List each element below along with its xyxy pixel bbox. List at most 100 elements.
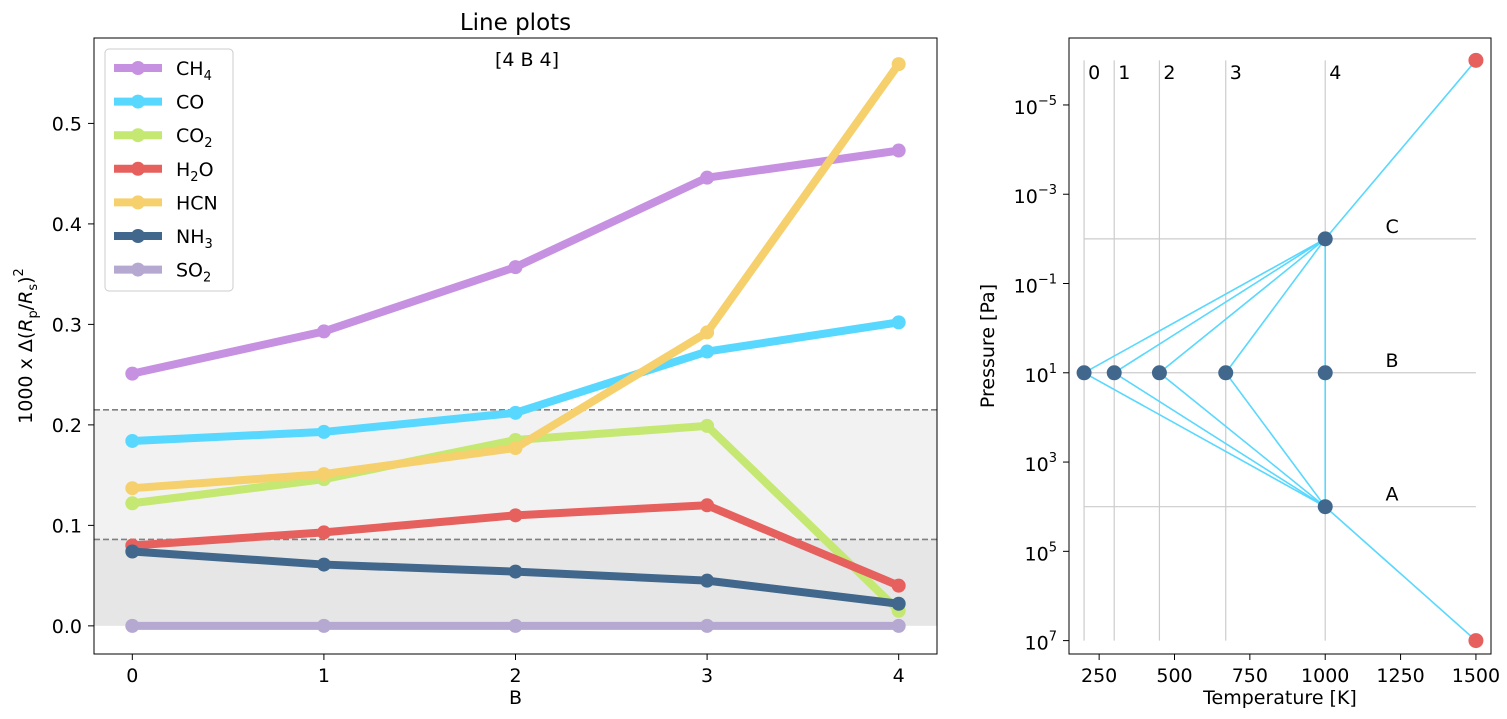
data-point-so2	[508, 618, 523, 633]
y-label-sub: s	[26, 284, 41, 291]
data-point-ch4	[125, 366, 140, 381]
profile-segment	[1113, 372, 1326, 508]
node-point	[1468, 633, 1484, 649]
legend-swatch-marker	[131, 61, 145, 75]
profile-segment	[1158, 238, 1326, 374]
node-point	[1218, 365, 1234, 381]
y-tick-label: 0.3	[52, 314, 82, 336]
x-tick-label: 2	[509, 665, 521, 687]
x-tick-label: 3	[701, 665, 713, 687]
data-point-ch4	[508, 260, 523, 275]
data-point-hcn	[891, 57, 906, 72]
data-point-nh3	[316, 557, 331, 572]
horizontal-guide-label: C	[1386, 216, 1399, 238]
profile-segment	[1113, 238, 1326, 374]
legend-swatch-marker	[131, 161, 145, 176]
tick-base: 10	[1025, 633, 1049, 655]
legend-label-tail: O	[199, 159, 214, 181]
tick-exponent: −3	[1038, 183, 1057, 198]
node-point	[1106, 365, 1122, 381]
data-point-co	[316, 424, 331, 439]
legend-entry-co: CO	[176, 92, 204, 114]
x-tick-label: 1	[318, 665, 330, 687]
data-point-h2o	[508, 508, 523, 523]
vertical-guide-label: 4	[1329, 62, 1341, 84]
data-point-co	[125, 433, 140, 448]
legend-entry-co2: CO2	[176, 125, 213, 151]
tick-exponent: 1	[1049, 362, 1057, 377]
y-tick-label: 0.1	[52, 515, 82, 537]
legend-entry-nh3: NH3	[176, 226, 213, 252]
legend-label: SO	[176, 260, 203, 282]
legend-entry-so2: SO2	[176, 260, 211, 286]
y-tick-label: 0.5	[52, 113, 82, 135]
data-point-hcn	[508, 440, 523, 455]
legend-swatch-marker	[131, 229, 145, 243]
x-tick-label: 500	[1156, 665, 1192, 687]
vertical-guide-label: 2	[1163, 62, 1175, 84]
node-point	[1468, 52, 1484, 68]
legend-label-sub: 2	[203, 271, 211, 286]
legend-label-sub: 2	[204, 136, 212, 151]
y-tick-label: 0.4	[52, 214, 82, 236]
x-tick-label: 750	[1232, 665, 1268, 687]
data-point-hcn	[316, 467, 331, 482]
y-label-rs: R	[15, 291, 37, 304]
y-tick-label: 103	[1025, 451, 1057, 476]
data-point-co2	[700, 418, 715, 433]
y-tick-label: 107	[1025, 630, 1057, 655]
plot-frame	[1068, 37, 1492, 655]
x-tick-label: 4	[893, 665, 905, 687]
node-point	[1317, 231, 1333, 247]
tick-exponent: −1	[1038, 273, 1057, 288]
y-label-rp: R	[15, 319, 37, 332]
x-tick-label: 250	[1081, 665, 1117, 687]
profile-segment	[1324, 506, 1477, 642]
legend-entry-hcn: HCN	[176, 192, 218, 214]
y-tick-label: 0.0	[52, 616, 82, 638]
data-point-co	[891, 315, 906, 330]
y-tick-label: 10−3	[1014, 183, 1057, 208]
data-point-h2o	[700, 498, 715, 513]
vertical-guide-label: 0	[1088, 62, 1100, 84]
x-axis-label: Temperature [K]	[1202, 687, 1357, 709]
y-tick-label: 10−5	[1014, 94, 1057, 119]
y-axis-label: 1000 x Δ(Rp/Rs)2	[12, 268, 41, 424]
y-label-paren: )	[15, 276, 37, 283]
data-point-nh3	[700, 573, 715, 588]
legend-label: CH	[176, 58, 204, 80]
data-point-co	[700, 344, 715, 359]
data-point-so2	[891, 618, 906, 633]
x-axis-label: B	[509, 687, 522, 709]
y-tick-label: 101	[1025, 362, 1057, 387]
tick-exponent: −5	[1038, 94, 1057, 109]
data-point-nh3	[125, 544, 140, 559]
legend-entry-h2o: H2O	[176, 159, 214, 185]
vertical-guide-label: 1	[1118, 62, 1130, 84]
legend-label-sub: 4	[204, 69, 212, 84]
data-point-nh3	[508, 564, 523, 579]
legend-label: HCN	[176, 192, 218, 214]
x-tick-label: 0	[126, 665, 138, 687]
legend-label-sub: 2	[190, 170, 198, 185]
y-tick-label: 10−1	[1014, 273, 1057, 298]
profile-segment	[1324, 59, 1477, 240]
tick-base: 10	[1025, 454, 1049, 476]
node-point	[1317, 365, 1333, 381]
tick-exponent: 5	[1049, 540, 1057, 555]
shaded-band	[94, 539, 937, 626]
profile-segment	[1083, 238, 1326, 374]
horizontal-guide-label: B	[1386, 350, 1399, 372]
y-label-text: 1000 x Δ(	[15, 332, 37, 424]
line-chart: 0 1 2 3 4 0.0 0.1 0.2 0.3 0.4 0.5 Line plots [4 B 4]…	[12, 10, 938, 709]
tick-exponent: 7	[1049, 630, 1057, 645]
legend-swatch-marker	[131, 128, 145, 143]
legend-label: CO	[176, 92, 204, 114]
data-point-so2	[316, 618, 331, 633]
data-point-ch4	[891, 143, 906, 158]
profile-segment	[1083, 372, 1326, 508]
y-axis-label: Pressure [Pa]	[977, 284, 999, 408]
data-point-so2	[700, 618, 715, 633]
